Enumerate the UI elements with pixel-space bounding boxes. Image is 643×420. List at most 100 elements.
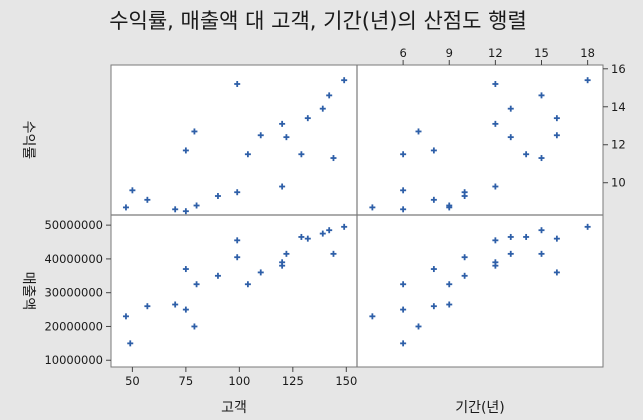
scatter-point-sales-vs-period (584, 223, 591, 230)
scatter-point-profit-vs-period (492, 120, 499, 127)
scatter-point-sales-vs-customers (304, 235, 311, 242)
scatter-point-profit-vs-period (538, 92, 545, 99)
y-axis-label-profit: 수익률 (20, 121, 36, 160)
scatter-point-sales-vs-customers (172, 301, 179, 308)
scatter-point-sales-vs-period (400, 281, 407, 288)
scatter-point-profit-vs-period (538, 155, 545, 162)
scatter-point-sales-vs-customers (279, 259, 286, 266)
scatter-point-sales-vs-customers (330, 250, 337, 257)
scatter-point-sales-vs-period (415, 323, 422, 330)
scatter-point-profit-vs-customers (182, 147, 189, 154)
scatter-point-sales-vs-period (461, 272, 468, 279)
x-tick-label-period: 18 (580, 46, 595, 60)
scatter-point-profit-vs-period (492, 80, 499, 87)
scatter-point-sales-vs-period (492, 237, 499, 244)
scatter-point-sales-vs-customers (193, 281, 200, 288)
x-tick-label-period: 6 (399, 46, 406, 60)
scatter-point-sales-vs-customers (341, 223, 348, 230)
scatter-point-profit-vs-customers (193, 202, 200, 209)
scatter-point-profit-vs-period (553, 132, 560, 139)
scatter-point-sales-vs-customers (234, 237, 241, 244)
y-tick-label-sales: 30000000 (44, 286, 103, 300)
scatter-point-profit-vs-period (415, 128, 422, 135)
scatter-point-sales-vs-customers (244, 281, 251, 288)
scatter-point-sales-vs-period (492, 259, 499, 266)
x-tick-label-customers: 50 (125, 374, 140, 388)
scatter-point-profit-vs-customers (214, 193, 221, 200)
x-tick-label-period: 12 (488, 46, 503, 60)
y-tick-label-sales: 20000000 (44, 319, 103, 333)
y-tick-label-sales: 50000000 (44, 218, 103, 232)
y-tick-label-profit: 16 (611, 62, 626, 76)
scatter-point-profit-vs-customers (319, 105, 326, 112)
scatter-point-profit-vs-customers (298, 151, 305, 158)
y-tick-label-profit: 10 (611, 176, 626, 190)
scatter-point-sales-vs-period (507, 250, 514, 257)
scatter-point-profit-vs-customers (279, 183, 286, 190)
scatter-point-sales-vs-customers (214, 272, 221, 279)
y-tick-label-sales: 40000000 (44, 252, 103, 266)
scatter-point-profit-vs-customers (244, 151, 251, 158)
scatter-point-sales-vs-period (538, 250, 545, 257)
scatter-point-profit-vs-customers (304, 115, 311, 122)
scatter-point-sales-vs-period (461, 254, 468, 261)
scatter-point-sales-vs-period (400, 340, 407, 347)
x-tick-label-customers: 150 (335, 374, 357, 388)
x-axis-label-customers: 고객 (221, 400, 247, 416)
scatter-point-sales-vs-customers (182, 266, 189, 273)
scatter-point-sales-vs-period (538, 227, 545, 234)
scatter-point-sales-vs-customers (191, 323, 198, 330)
ticks-layer: 50 75 100 125 150 6 9 12 15 18 10 12 14 16 10000000 200… (44, 46, 625, 388)
x-tick-label-customers: 75 (179, 374, 194, 388)
scatter-point-sales-vs-customers (234, 254, 241, 261)
chart-title: 수익률, 매출액 대 고객, 기간(년)의 산점도 행렬 (109, 9, 527, 33)
x-axis-label-period: 기간(년) (455, 400, 505, 416)
scatter-point-profit-vs-customers (341, 77, 348, 84)
y-tick-label-profit: 14 (611, 100, 626, 114)
x-tick-label-customers: 125 (282, 374, 304, 388)
scatter-point-profit-vs-period (400, 151, 407, 158)
scatter-point-sales-vs-period (369, 313, 376, 320)
scatter-point-profit-vs-customers (326, 92, 333, 99)
scatter-point-sales-vs-period (446, 301, 453, 308)
plot-frame (110, 64, 604, 368)
scatter-point-sales-vs-customers (127, 340, 134, 347)
points-layer (122, 77, 591, 347)
scatter-point-sales-vs-period (523, 233, 530, 240)
scatter-point-profit-vs-period (369, 204, 376, 211)
scatter-point-profit-vs-customers (234, 80, 241, 87)
scatter-point-profit-vs-customers (257, 132, 264, 139)
scatter-point-profit-vs-period (553, 115, 560, 122)
scatter-point-sales-vs-customers (144, 303, 151, 310)
scatter-point-sales-vs-period (446, 281, 453, 288)
scatter-point-sales-vs-customers (182, 306, 189, 313)
scatter-point-profit-vs-customers (283, 134, 290, 141)
y-tick-label-profit: 12 (611, 138, 626, 152)
scatter-point-sales-vs-period (400, 306, 407, 313)
scatter-point-profit-vs-customers (172, 206, 179, 213)
scatter-point-profit-vs-period (430, 147, 437, 154)
scatter-point-sales-vs-period (430, 266, 437, 273)
scatter-point-profit-vs-customers (122, 204, 129, 211)
x-tick-label-customers: 100 (228, 374, 250, 388)
x-tick-label-period: 15 (534, 46, 549, 60)
scatter-point-sales-vs-period (553, 235, 560, 242)
scatter-point-profit-vs-period (446, 204, 453, 211)
scatter-point-sales-vs-customers (283, 250, 290, 257)
x-tick-label-period: 9 (446, 46, 453, 60)
scatter-point-sales-vs-period (553, 269, 560, 276)
scatter-point-profit-vs-period (400, 206, 407, 213)
scatter-point-profit-vs-period (430, 196, 437, 203)
scatter-point-sales-vs-period (507, 233, 514, 240)
scatter-point-sales-vs-customers (122, 313, 129, 320)
scatter-point-profit-vs-customers (144, 196, 151, 203)
scatter-point-sales-vs-customers (319, 230, 326, 237)
scatter-point-profit-vs-customers (279, 120, 286, 127)
scatter-point-profit-vs-period (523, 151, 530, 158)
scatter-point-profit-vs-customers (330, 155, 337, 162)
y-tick-label-sales: 10000000 (44, 353, 103, 367)
scatter-point-profit-vs-period (507, 105, 514, 112)
